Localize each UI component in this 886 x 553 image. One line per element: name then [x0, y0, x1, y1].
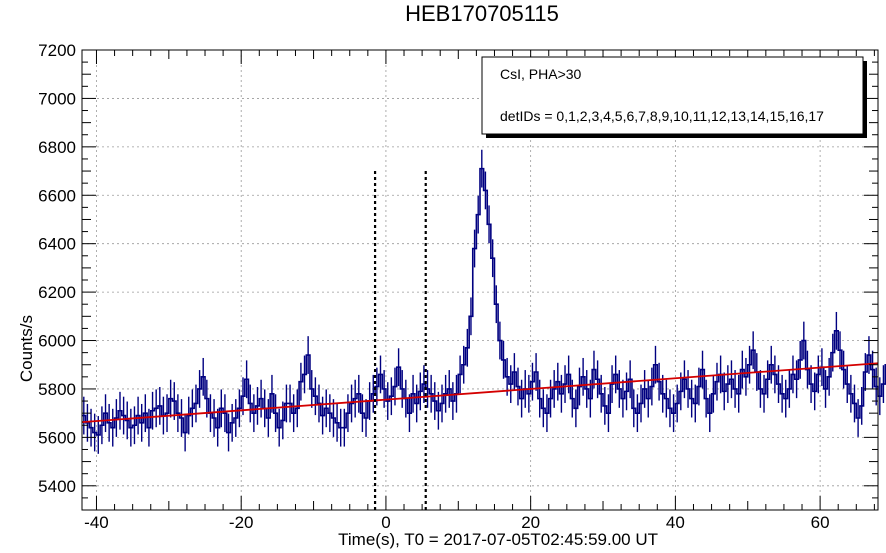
chart-title: HEB170705115: [405, 1, 559, 26]
histogram-line: [82, 167, 886, 436]
x-tick-label: -40: [84, 513, 109, 532]
x-tick-label: 40: [666, 513, 685, 532]
axes: [81, 49, 879, 511]
legend: CsI, PHA>30 detIDs = 0,1,2,3,4,5,6,7,8,9…: [481, 56, 867, 138]
x-tick-label: 60: [811, 513, 830, 532]
y-tick-label: 5800: [38, 380, 76, 399]
plot-area: [81, 149, 886, 510]
legend-text-detector: CsI, PHA>30: [500, 66, 582, 82]
tick-labels: -40 -20 0 20 40 60 5400 5600 5800 6000 6200 6400 660…: [38, 41, 829, 532]
legend-text-detids: detIDs = 0,1,2,3,4,5,6,7,8,9,10,11,12,13…: [500, 108, 824, 124]
x-tick-label: -20: [229, 513, 254, 532]
y-tick-label: 6800: [38, 138, 76, 157]
y-tick-label: 6400: [38, 235, 76, 254]
y-tick-label: 7200: [38, 41, 76, 60]
legend-box: [481, 56, 864, 135]
x-tick-label: 20: [521, 513, 540, 532]
y-tick-label: 6200: [38, 283, 76, 302]
y-tick-label: 5600: [38, 428, 76, 447]
y-tick-label: 6000: [38, 332, 76, 351]
y-tick-label: 6600: [38, 186, 76, 205]
y-axis-label: Counts/s: [17, 315, 36, 382]
x-axis-label: Time(s), T0 = 2017-07-05T02:45:59.00 UT: [338, 530, 658, 549]
y-tick-label: 7000: [38, 89, 76, 108]
y-tick-label: 5400: [38, 477, 76, 496]
fit-line: [81, 362, 879, 424]
x-tick-label: 0: [381, 513, 390, 532]
